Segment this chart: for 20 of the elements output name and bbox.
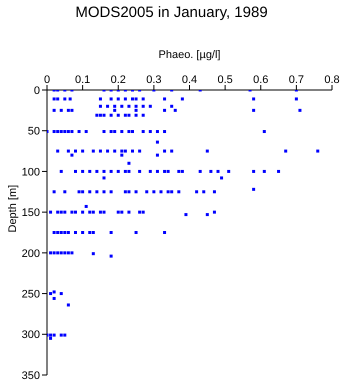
y-tick-label: 200	[22, 248, 40, 260]
y-tick-label: 150	[22, 207, 40, 220]
y-tick-label: 250	[22, 288, 40, 300]
x-tick-label: 0.5	[217, 74, 233, 86]
y-tick-label: 300	[22, 329, 40, 342]
x-tick-label: 0.7	[288, 74, 304, 86]
y-tick-label: 100	[22, 166, 40, 178]
x-tick-label: 0.8	[324, 74, 340, 86]
x-tick-label: 0.6	[253, 74, 268, 86]
x-tick-label: 0.4	[182, 74, 198, 86]
y-tick-label: 350	[22, 370, 40, 382]
x-tick-label: 0.3	[146, 74, 162, 86]
x-tick-label: 0.1	[74, 74, 90, 86]
x-tick-label: 0	[44, 74, 50, 86]
x-axis-title: Phaeo. [µg/l]	[158, 48, 220, 61]
y-tick-label: 0	[34, 84, 40, 97]
chart-title: MODS2005 in January, 1989	[74, 4, 269, 21]
y-tick-label: 50	[28, 126, 40, 138]
x-tick-label: 0.2	[110, 74, 126, 86]
y-axis-title: Depth [m]	[6, 184, 19, 232]
